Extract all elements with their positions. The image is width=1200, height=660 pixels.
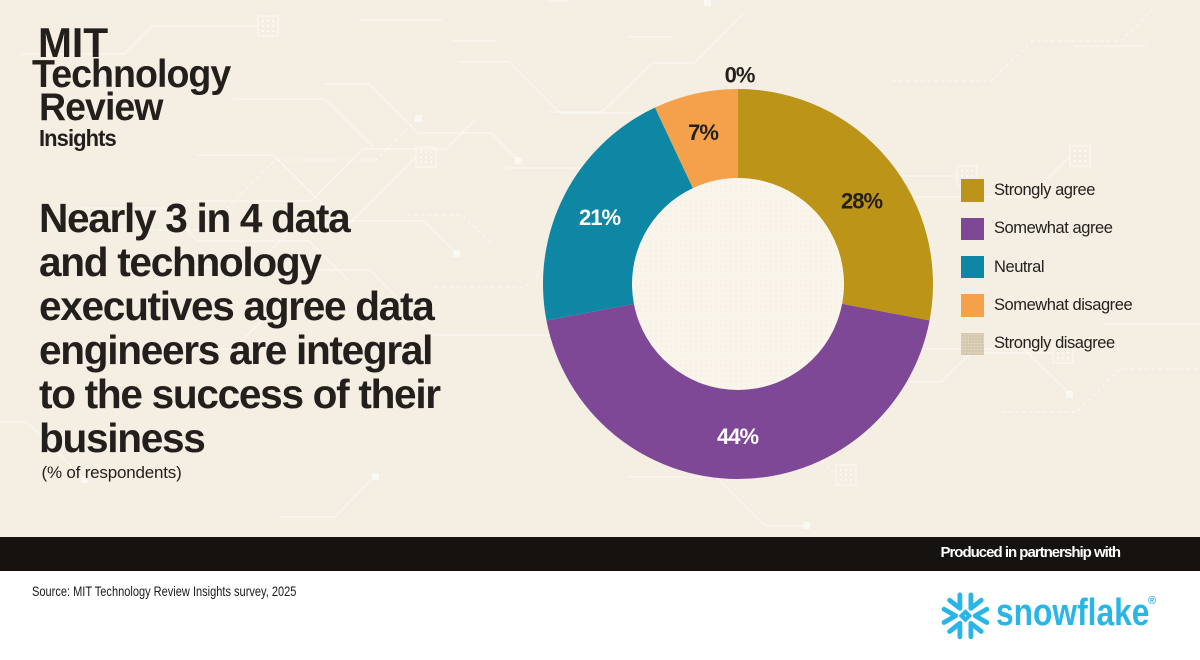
svg-text:44%: 44% [717,424,758,449]
svg-text:28%: 28% [841,189,882,214]
svg-text:21%: 21% [579,205,620,230]
svg-text:snowflake: snowflake [996,591,1149,633]
svg-text:0%: 0% [725,63,755,88]
svg-text:®: ® [1148,595,1156,607]
svg-text:7%: 7% [688,120,718,145]
